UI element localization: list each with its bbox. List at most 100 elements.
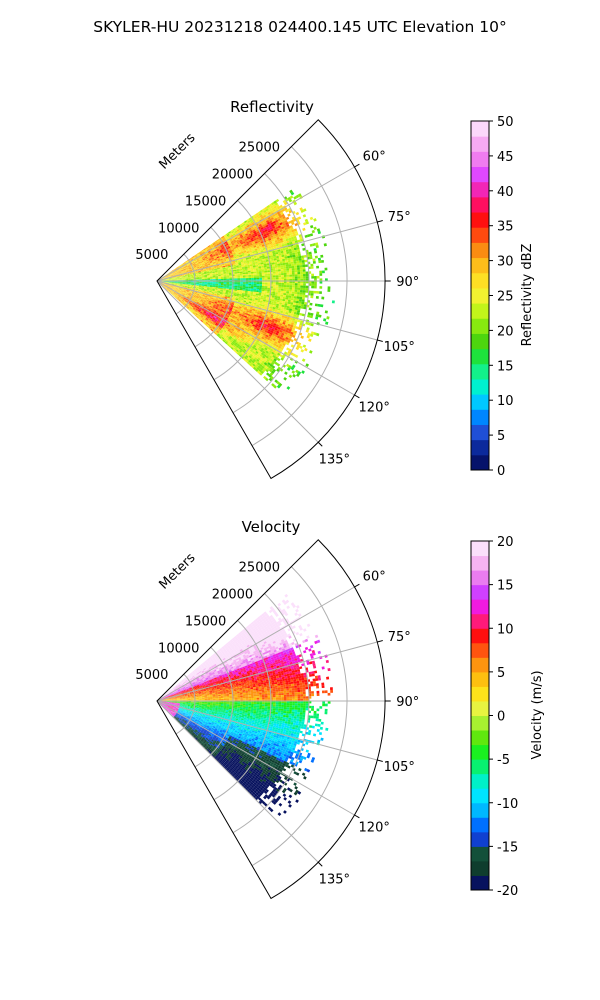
velocity-radial-label: Meters (157, 550, 199, 592)
radar-gate (296, 265, 300, 268)
radar-gate (275, 204, 280, 208)
radar-gate (238, 227, 242, 231)
radar-gate (170, 286, 174, 288)
radar-gate (216, 309, 220, 312)
radar-gate (267, 347, 272, 351)
radar-gate (178, 299, 182, 302)
radar-gate (261, 212, 266, 217)
radar-gate (190, 305, 194, 308)
radar-gate (226, 283, 230, 285)
radar-gate (177, 278, 180, 279)
radar-gate (286, 231, 290, 235)
radar-gate (254, 311, 258, 314)
radar-gate (280, 231, 284, 235)
radar-gate (225, 302, 229, 305)
radar-gate (256, 214, 260, 218)
radar-gate (255, 266, 259, 269)
radar-gate (206, 311, 210, 314)
colorbar-segment (471, 227, 489, 243)
radar-gate (212, 279, 216, 281)
radar-gate (160, 283, 163, 285)
radar-gate (205, 302, 209, 304)
radar-gate (211, 302, 215, 305)
radar-gate (212, 305, 216, 308)
cb-tick: 15 (497, 359, 514, 374)
radar-gate (201, 309, 205, 312)
radar-gate (262, 363, 266, 368)
radar-gate (182, 266, 185, 269)
radar-gate (289, 306, 293, 309)
radar-gate (183, 291, 187, 293)
radar-gate (207, 283, 211, 285)
radar-gate (286, 316, 291, 320)
radar-gate (274, 379, 279, 384)
radar-gate (248, 217, 252, 221)
radar-gate (270, 217, 275, 221)
radar-gate (269, 317, 273, 321)
radar-gate (201, 256, 205, 259)
radar-gate (271, 339, 276, 343)
radar-gate (250, 621, 254, 626)
radar-gate (181, 680, 185, 683)
radar-gate (291, 263, 295, 267)
radar-gate (212, 288, 216, 290)
radar-gate (275, 339, 279, 343)
radar-gate (175, 271, 178, 273)
radar-gate (180, 290, 184, 292)
radar-gate (195, 287, 199, 289)
radar-gate (258, 315, 262, 319)
radar-gate (211, 313, 215, 316)
radar-gate (240, 323, 244, 327)
radar-gate (295, 305, 299, 308)
radar-gate (181, 300, 184, 303)
radar-gate (170, 286, 174, 289)
radar-gate (261, 368, 266, 373)
radar-gate (205, 301, 209, 304)
radar-gate (174, 268, 177, 271)
radar-gate (216, 249, 220, 252)
radar-gate (275, 305, 279, 309)
radar-gate (196, 295, 200, 298)
radar-gate (269, 251, 273, 254)
radar-gate (188, 278, 191, 280)
radar-gate (174, 276, 177, 278)
radar-gate (207, 323, 211, 327)
radar-gate (245, 257, 249, 260)
radar-gate (174, 290, 178, 293)
radar-gate (251, 249, 255, 252)
radar-gate (181, 271, 185, 274)
radar-gate (203, 270, 207, 273)
radar-gate (184, 294, 188, 297)
radar-gate (220, 244, 224, 248)
radar-gate (237, 287, 240, 289)
radar-gate (295, 303, 299, 306)
radar-gate (226, 643, 230, 647)
radar-gate (252, 250, 256, 254)
colorbar-segment (471, 181, 489, 198)
radar-gate (183, 269, 187, 272)
radar-gate (280, 290, 284, 293)
radar-gate (226, 277, 230, 279)
radar-gate (260, 250, 264, 253)
radar-gate (289, 225, 293, 229)
radar-gate (304, 295, 308, 298)
radar-gate (220, 283, 224, 285)
radar-gate (216, 329, 220, 333)
radar-gate (176, 267, 179, 269)
radar-gate (221, 323, 225, 327)
radar-gate (202, 265, 206, 267)
radar-gate (240, 282, 243, 284)
radar-gate (292, 318, 296, 322)
radar-gate (300, 276, 304, 279)
radar-gate (301, 243, 305, 247)
radar-gate (212, 285, 216, 287)
radar-gate (220, 286, 224, 288)
radar-gate (297, 278, 301, 281)
radar-gate (277, 232, 281, 236)
radar-gate (309, 333, 314, 337)
radar-gate (221, 295, 225, 298)
radar-gate (239, 271, 243, 274)
radar-gate (264, 282, 268, 285)
radar-gate (197, 254, 200, 257)
radar-gate (253, 282, 257, 285)
